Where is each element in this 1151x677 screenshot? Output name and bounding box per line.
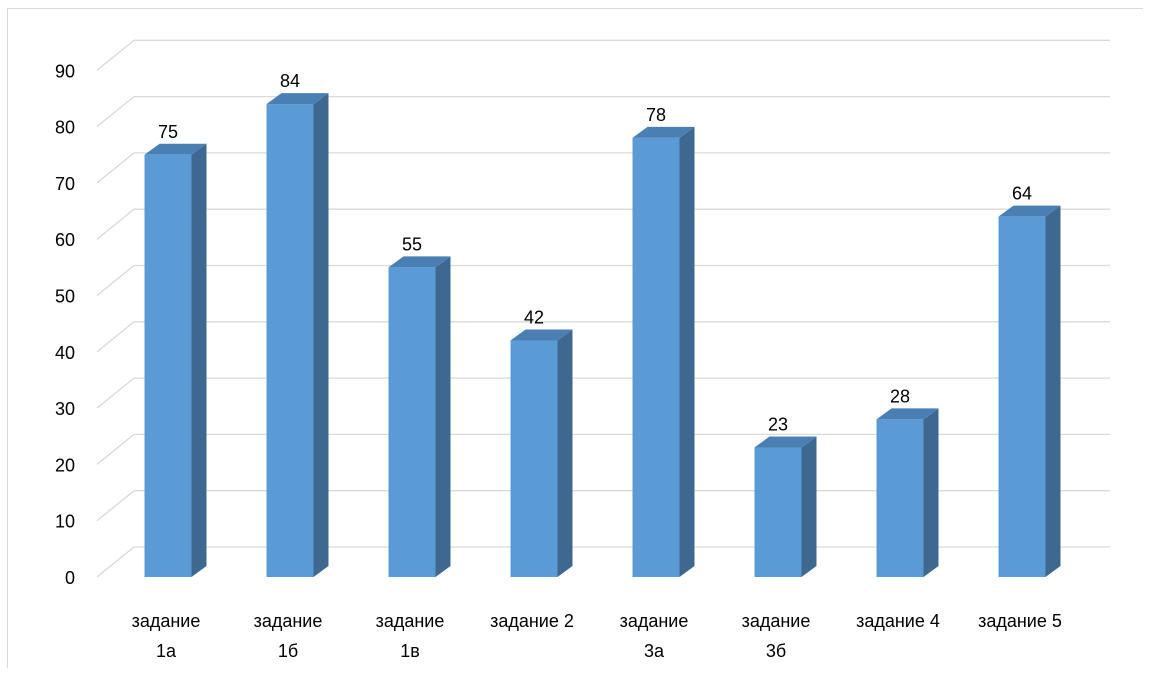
bar-top bbox=[144, 143, 207, 155]
bar-top bbox=[876, 408, 939, 420]
y-tick-label: 30 bbox=[55, 399, 75, 419]
data-label: 28 bbox=[890, 386, 910, 406]
gridline-side bbox=[96, 39, 135, 71]
bar-front bbox=[754, 447, 802, 577]
bar-front bbox=[144, 154, 192, 577]
data-label: 75 bbox=[158, 122, 178, 142]
bar bbox=[266, 93, 329, 577]
x-tick-label-line: задание bbox=[132, 611, 201, 631]
bar-top bbox=[266, 93, 329, 105]
x-tick-label-line: задание bbox=[620, 611, 689, 631]
bar-side bbox=[313, 93, 329, 577]
y-tick-label: 0 bbox=[65, 568, 75, 588]
x-tick-label: задание 5 bbox=[978, 611, 1062, 631]
y-tick-label: 60 bbox=[55, 230, 75, 250]
bar bbox=[510, 329, 573, 577]
data-label: 84 bbox=[280, 71, 300, 91]
bar-front bbox=[632, 137, 680, 578]
bar-top bbox=[510, 329, 573, 341]
x-tick-label-line: задание 2 bbox=[490, 611, 574, 631]
bar-front bbox=[266, 104, 314, 577]
gridline-side bbox=[96, 546, 135, 578]
x-tick-label: задание 1а bbox=[132, 611, 201, 661]
bar-front bbox=[876, 419, 924, 577]
data-label: 23 bbox=[768, 415, 788, 435]
y-tick-label: 70 bbox=[55, 174, 75, 194]
x-tick-label: задание 1в bbox=[376, 611, 445, 661]
data-label: 55 bbox=[402, 234, 422, 254]
x-tick-label-line: 3а bbox=[644, 641, 665, 661]
gridline-side bbox=[96, 433, 135, 465]
y-tick-label: 40 bbox=[55, 343, 75, 363]
bar-front bbox=[510, 340, 558, 577]
x-tick-label: задание 1б bbox=[254, 611, 323, 661]
x-tick-label: задание 2 bbox=[490, 611, 574, 631]
x-tick-label-line: 3б bbox=[766, 641, 786, 661]
x-tick-label: задание 3б bbox=[742, 611, 811, 661]
y-tick-label: 90 bbox=[55, 61, 75, 81]
bar-side bbox=[801, 436, 817, 577]
y-tick-label: 50 bbox=[55, 287, 75, 307]
gridline-side bbox=[96, 264, 135, 297]
bar-side bbox=[435, 256, 451, 577]
gridline-side bbox=[96, 152, 135, 184]
x-tick-label: задание 3а bbox=[620, 611, 689, 661]
chart-frame bbox=[7, 8, 1143, 668]
y-tick-label: 80 bbox=[55, 118, 75, 138]
y-tick-label: 20 bbox=[55, 455, 75, 475]
x-tick-label-line: 1в bbox=[400, 641, 420, 661]
bar-side bbox=[923, 408, 939, 577]
x-tick-label-line: задание bbox=[254, 611, 323, 631]
bar-side bbox=[557, 329, 573, 577]
bar-top bbox=[754, 436, 817, 448]
gridline-side bbox=[96, 96, 135, 128]
bar bbox=[144, 143, 207, 577]
gridline-side bbox=[96, 490, 135, 522]
bar-front bbox=[998, 216, 1046, 577]
bar bbox=[876, 408, 939, 577]
bar-side bbox=[679, 126, 695, 578]
x-tick-label: задание 4 bbox=[856, 611, 940, 631]
data-label: 64 bbox=[1012, 184, 1032, 204]
x-tick-label-line: задание 5 bbox=[978, 611, 1062, 631]
data-label: 78 bbox=[646, 105, 666, 125]
bar bbox=[632, 126, 695, 578]
gridline-side bbox=[96, 321, 135, 353]
bar-side bbox=[1045, 205, 1061, 577]
bar-top bbox=[998, 205, 1061, 217]
x-tick-label-line: 1а bbox=[156, 641, 177, 661]
gridline-side bbox=[96, 377, 135, 409]
bar bbox=[388, 256, 451, 577]
data-label: 42 bbox=[524, 308, 544, 328]
x-tick-label-line: задание bbox=[376, 611, 445, 631]
gridline-side bbox=[96, 208, 135, 240]
bar-top bbox=[632, 126, 695, 138]
y-tick-label: 10 bbox=[55, 512, 75, 532]
x-tick-label-line: 1б bbox=[278, 641, 298, 661]
bar-top bbox=[388, 256, 451, 268]
bar bbox=[998, 205, 1061, 577]
bar-side bbox=[191, 143, 207, 577]
bar bbox=[754, 436, 817, 577]
bar-front bbox=[388, 267, 436, 577]
x-tick-label-line: задание bbox=[742, 611, 811, 631]
x-tick-label-line: задание 4 bbox=[856, 611, 940, 631]
